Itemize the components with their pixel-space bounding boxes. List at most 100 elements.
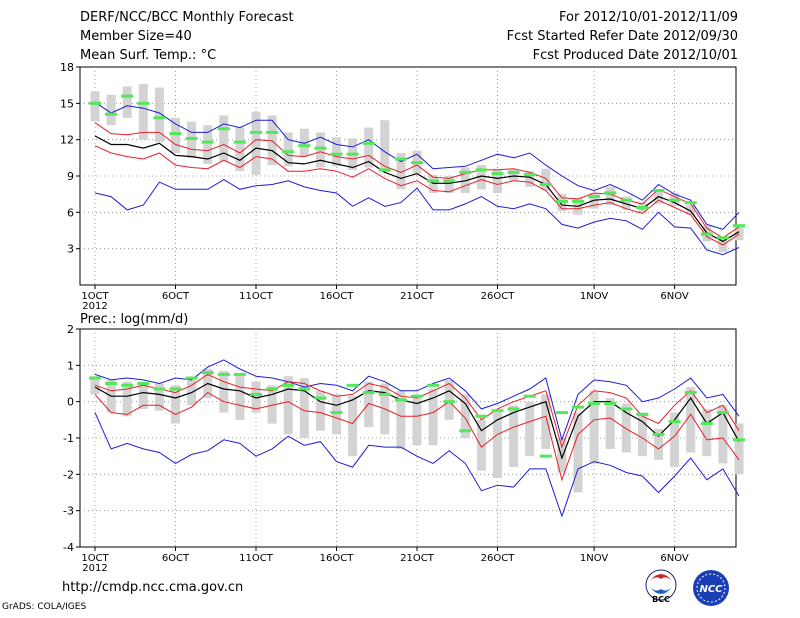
precip-y-tick-label: -4 xyxy=(63,541,74,554)
source-url[interactable]: http://cmdp.ncc.cma.gov.cn xyxy=(62,580,244,595)
temp-y-tick-label: 6 xyxy=(67,206,74,219)
temp-median-marker xyxy=(378,168,391,172)
temp-spread-box xyxy=(476,165,486,190)
precip-median-marker xyxy=(491,409,504,413)
precip-spread-box xyxy=(332,394,341,435)
temp-spread-box xyxy=(171,117,180,153)
temp-spread-box xyxy=(396,152,406,190)
precip-median-marker xyxy=(604,401,617,405)
precip-median-marker xyxy=(394,398,407,402)
precip-median-marker xyxy=(378,392,391,396)
precip-spread-box xyxy=(476,419,486,471)
precip-median-marker xyxy=(330,411,343,415)
precip-median-marker xyxy=(346,383,359,387)
temp-median-marker xyxy=(298,144,311,148)
precip-x-tick-label: 1OCT xyxy=(81,553,109,564)
forecast-period: For 2012/10/01-2012/11/09 xyxy=(559,10,738,25)
precip-x-tick-label: 1NOV xyxy=(580,553,609,564)
temp-spread-box xyxy=(90,91,100,122)
precip-spread-box xyxy=(589,390,599,464)
precip-median-marker xyxy=(266,387,279,391)
temp-median-marker xyxy=(330,152,343,156)
temp-median-marker xyxy=(684,201,697,205)
temp-x-tick-year: 2012 xyxy=(82,301,107,312)
temp-median-marker xyxy=(185,136,198,140)
temp-inner-lower-line xyxy=(94,145,740,246)
temp-median-marker xyxy=(105,112,118,116)
precip-spread-box xyxy=(267,385,277,424)
temp-median-marker xyxy=(233,140,246,144)
temp-y-tick-label: 12 xyxy=(60,134,74,147)
precip-median-marker xyxy=(427,383,440,387)
temp-median-marker xyxy=(153,116,166,120)
member-size: Member Size=40 xyxy=(80,29,192,44)
temp-x-tick-label: 6NOV xyxy=(660,291,689,302)
precip-median-marker xyxy=(201,371,214,375)
temp-median-marker xyxy=(137,101,150,105)
temp-median-marker xyxy=(539,182,552,186)
temp-spread-box xyxy=(154,87,164,143)
ncc-ring-icon xyxy=(696,573,726,603)
temp-median-marker xyxy=(620,198,633,202)
precip-x-tick-label: 11OCT xyxy=(239,553,274,564)
precip-median-marker xyxy=(636,412,649,416)
temp-median-marker xyxy=(201,140,214,144)
temp-median-marker xyxy=(588,195,601,199)
temp-median-marker xyxy=(572,199,584,203)
precip-median-marker xyxy=(684,391,697,395)
temp-mean-line xyxy=(94,135,740,243)
temp-x-tick-label: 1NOV xyxy=(580,291,609,302)
temp-x-tick-label: 6OCT xyxy=(162,291,190,302)
precip-spread-box xyxy=(219,370,229,413)
temp-y-tick-label: 9 xyxy=(67,170,74,183)
precip-spread-box xyxy=(251,381,261,413)
temp-x-tick-label: 1OCT xyxy=(81,291,109,302)
precip-spread-box xyxy=(460,394,470,438)
temp-x-tick-label: 11OCT xyxy=(239,291,274,302)
temp-median-marker xyxy=(555,199,568,203)
precip-inner-lower-line xyxy=(94,391,740,482)
temp-median-marker xyxy=(314,146,327,150)
temp-median-marker xyxy=(443,179,456,183)
temp-spread-box xyxy=(219,115,229,162)
temp-spread-box xyxy=(493,168,502,193)
temp-spread-box xyxy=(686,205,696,215)
precip-outer-lower-line xyxy=(94,412,740,518)
precip-spread-box xyxy=(718,405,728,464)
temp-x-tick-label: 21OCT xyxy=(400,291,435,302)
precip-spread-box xyxy=(283,376,293,435)
precip-x-tick-label: 6NOV xyxy=(660,553,689,564)
precip-median-marker xyxy=(507,407,520,411)
precip-spread-box xyxy=(315,390,325,431)
precip-spread-box xyxy=(122,381,132,417)
precip-median-marker xyxy=(250,392,262,396)
header-right: For 2012/10/01-2012/11/09 Fcst Started R… xyxy=(507,8,738,65)
precip-median-marker xyxy=(443,400,456,404)
precip-y-tick-label: 2 xyxy=(67,323,74,336)
temp-spread-box xyxy=(299,128,309,157)
temp-spread-box xyxy=(541,168,551,191)
temp-spread-box xyxy=(138,83,148,140)
precip-x-tick-year: 2012 xyxy=(82,563,107,574)
temp-x-tick-label: 26OCT xyxy=(481,291,516,302)
bcc-logo: BCC xyxy=(645,569,677,604)
precip-spread-box xyxy=(364,381,374,428)
precip-median-marker xyxy=(572,405,584,409)
temp-spread-box xyxy=(332,137,341,167)
ncc-logo-text: NCC xyxy=(699,584,723,595)
temp-median-marker xyxy=(427,179,440,183)
temp-median-marker xyxy=(362,141,375,145)
precip-median-marker xyxy=(652,432,665,436)
temp-median-marker xyxy=(217,127,230,131)
precip-inner-upper-line xyxy=(94,373,740,449)
precip-median-marker xyxy=(89,376,101,380)
precip-median-marker xyxy=(668,420,681,424)
temp-median-marker xyxy=(459,170,472,174)
precip-median-marker xyxy=(588,401,601,405)
precip-median-marker xyxy=(716,411,729,415)
temp-spread-box xyxy=(380,120,390,173)
precip-spread-box xyxy=(541,394,551,449)
chart-title: DERF/NCC/BCC Monthly Forecast xyxy=(80,10,294,25)
